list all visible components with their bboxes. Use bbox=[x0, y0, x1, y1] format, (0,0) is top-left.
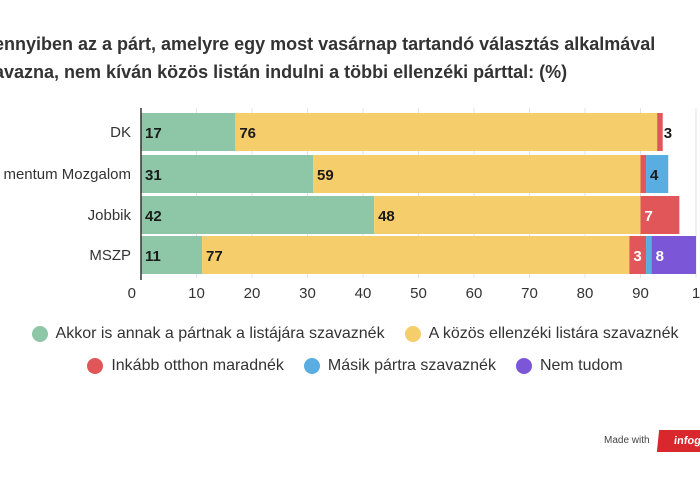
bar-segment bbox=[141, 196, 375, 234]
x-tick-label: 10 bbox=[188, 285, 205, 302]
bar-segment bbox=[141, 236, 203, 274]
legend-item[interactable]: A közös ellenzéki listára szavaznék bbox=[404, 325, 679, 343]
data-label: 59 bbox=[317, 167, 334, 184]
bar-segment bbox=[374, 196, 641, 234]
legend-swatch bbox=[404, 326, 421, 342]
data-label: 77 bbox=[206, 248, 223, 265]
data-label: 3 bbox=[664, 125, 672, 142]
data-label: 7 bbox=[645, 208, 653, 225]
x-tick-label: 20 bbox=[244, 285, 261, 302]
bar-segment bbox=[640, 196, 680, 234]
bar-segment bbox=[202, 236, 630, 274]
legend-label: Nem tudom bbox=[539, 357, 623, 374]
x-tick-label: 90 bbox=[632, 285, 649, 302]
data-label: 76 bbox=[239, 125, 256, 142]
x-tick-label: 30 bbox=[299, 285, 316, 302]
x-tick-label: 60 bbox=[466, 285, 483, 302]
bar-segment bbox=[313, 155, 641, 193]
category-label: DK bbox=[110, 124, 131, 141]
legend-swatch bbox=[515, 358, 532, 374]
chart-legend: Akkor is annak a pártnak a listájára sza… bbox=[0, 320, 700, 384]
data-label: 17 bbox=[145, 125, 162, 142]
legend-label: Akkor is annak a pártnak a listájára sza… bbox=[55, 325, 385, 342]
bar-segment bbox=[651, 236, 696, 274]
legend-swatch bbox=[31, 326, 48, 342]
legend-label: Inkább otthon maradnék bbox=[111, 357, 284, 374]
category-label: MSZP bbox=[89, 247, 131, 264]
data-label: 48 bbox=[378, 208, 395, 225]
bar-segment bbox=[640, 155, 647, 193]
legend-item[interactable]: Nem tudom bbox=[515, 357, 623, 375]
legend-label: Másik pártra szavaznék bbox=[327, 357, 496, 374]
legend-row: Inkább otthon maradnék Másik pártra szava… bbox=[0, 352, 700, 380]
chart-title-line-1: ennyiben az a párt, amelyre egy most vas… bbox=[0, 34, 656, 54]
legend-swatch bbox=[87, 358, 104, 374]
data-label: 11 bbox=[145, 248, 161, 265]
x-tick-label: 1 bbox=[692, 285, 700, 302]
bar-segment bbox=[141, 113, 236, 151]
chart-title: ennyiben az a párt, amelyre egy most vas… bbox=[0, 30, 700, 86]
x-tick-label: 40 bbox=[355, 285, 372, 302]
bar-segment bbox=[235, 113, 658, 151]
x-tick-label: 0 bbox=[128, 285, 136, 302]
bar-segment bbox=[646, 236, 652, 274]
bar-segment bbox=[629, 236, 647, 274]
data-label: 42 bbox=[145, 208, 162, 225]
data-label: 8 bbox=[656, 248, 664, 265]
footer-branding[interactable]: Made with infog bbox=[600, 430, 700, 460]
legend-item[interactable]: Akkor is annak a pártnak a listájára sza… bbox=[31, 325, 385, 343]
x-tick-label: 50 bbox=[410, 285, 427, 302]
legend-swatch bbox=[303, 358, 320, 374]
infogram-logo[interactable]: infog bbox=[656, 430, 700, 452]
data-label: 4 bbox=[650, 167, 659, 184]
made-with-text: Made with bbox=[604, 435, 650, 446]
bar-segment bbox=[646, 155, 669, 193]
chart-title-line-2: avazna, nem kíván közös listán indulni a… bbox=[0, 62, 568, 82]
x-tick-label: 80 bbox=[577, 285, 594, 302]
bar-segment bbox=[657, 113, 663, 151]
legend-label: A közös ellenzéki listára szavaznék bbox=[428, 325, 679, 342]
legend-item[interactable]: Inkább otthon maradnék bbox=[87, 357, 284, 375]
data-label: 31 bbox=[145, 167, 162, 184]
bar-segment bbox=[141, 155, 314, 193]
x-tick-label: 70 bbox=[521, 285, 538, 302]
category-label: mentum Mozgalom bbox=[3, 166, 131, 183]
legend-item[interactable]: Másik pártra szavaznék bbox=[303, 357, 496, 375]
legend-row: Akkor is annak a pártnak a listájára sza… bbox=[0, 320, 700, 348]
data-label: 3 bbox=[633, 248, 641, 265]
category-label: Jobbik bbox=[88, 207, 132, 224]
